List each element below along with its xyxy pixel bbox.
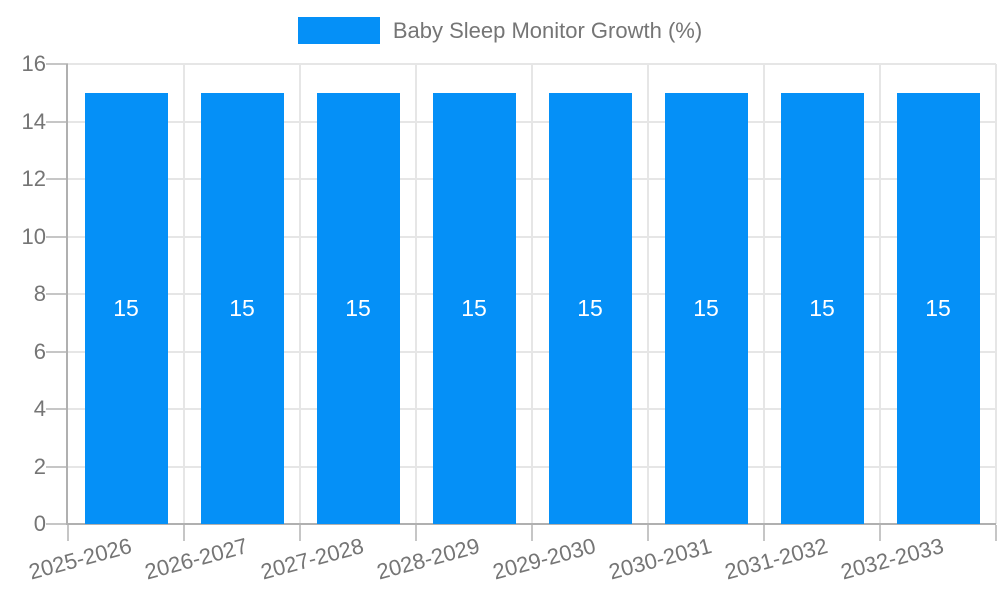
x-gridline [415,64,417,524]
bar-value-label: 15 [577,294,603,321]
x-gridline [763,64,765,524]
bar-value-label: 15 [693,294,719,321]
y-axis-tick [46,235,68,238]
bar-value-label: 15 [113,294,139,321]
x-axis-tick [879,525,881,541]
y-axis-tick [46,350,68,353]
x-axis-tick [531,525,533,541]
x-gridline [995,64,997,524]
bar[interactable]: 15 [316,92,400,524]
bar[interactable]: 15 [432,92,516,524]
x-gridline [531,64,533,524]
y-axis-tick [46,523,68,525]
y-axis-label: 8 [33,281,46,306]
x-axis-tick [647,525,649,541]
bar[interactable]: 15 [84,92,168,524]
bar-value-label: 15 [809,294,835,321]
y-axis-tick [46,178,68,180]
x-axis-line [66,523,996,525]
bar[interactable]: 15 [548,92,632,524]
y-axis-label: 6 [33,338,46,364]
bar[interactable]: 15 [200,92,284,524]
x-gridline [183,64,185,524]
y-axis-tick [46,293,68,295]
y-axis-label: 0 [33,511,46,536]
y-axis-label: 16 [21,51,46,76]
y-axis-label: 12 [21,166,46,191]
y-axis-tick [46,465,68,468]
legend[interactable]: Baby Sleep Monitor Growth (%) [0,17,1000,44]
legend-label: Baby Sleep Monitor Growth (%) [392,18,703,43]
bar[interactable]: 15 [780,92,864,524]
y-axis-label: 2 [33,453,46,479]
x-axis-tick [763,525,765,541]
bar-value-label: 15 [461,294,487,321]
x-axis-tick [299,525,301,541]
bar-value-label: 15 [925,294,951,321]
bar-value-label: 15 [229,294,255,321]
x-axis-tick [183,525,185,541]
y-axis-tick [46,63,68,65]
y-axis-label: 4 [33,396,46,421]
legend-swatch [297,17,380,44]
x-gridline [879,64,881,524]
y-axis-tick [46,408,68,410]
bar[interactable]: 15 [664,92,748,524]
bar[interactable]: 15 [896,92,980,524]
y-axis-label: 14 [21,108,46,134]
x-axis-tick [995,525,997,541]
y-axis-label: 10 [21,223,46,249]
y-axis-tick [46,120,68,123]
y-axis-line [66,64,68,524]
x-gridline [299,64,301,524]
x-gridline [647,64,649,524]
x-axis-tick [415,525,417,541]
x-axis-tick [67,525,69,541]
bar-value-label: 15 [345,294,371,321]
